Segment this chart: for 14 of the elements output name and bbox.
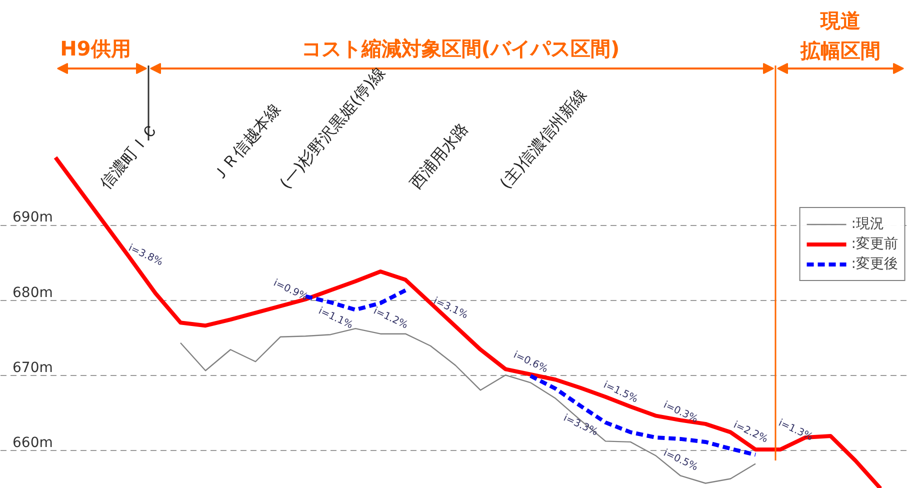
annotation: 現道 xyxy=(820,8,860,32)
annotation: 信濃町ＩＣ xyxy=(96,119,162,192)
y-tick-label: 660m xyxy=(12,434,53,451)
legend-label: :変更後 xyxy=(851,255,898,273)
annotation: コスト縮減対象区間(バイパス区間) xyxy=(301,36,620,60)
legend-label: :変更前 xyxy=(851,235,898,253)
annotation: H9供用 xyxy=(60,36,131,60)
y-tick-label: 670m xyxy=(12,360,53,376)
annotation: 西浦用水路 xyxy=(406,119,472,192)
y-tick-label: 680m xyxy=(12,284,53,301)
legend-label: :現況 xyxy=(851,215,884,233)
y-tick-label: 690m xyxy=(12,210,53,226)
annotation: (主)信濃信州新線 xyxy=(496,84,591,192)
annotation: 拡幅区間 xyxy=(800,38,880,62)
